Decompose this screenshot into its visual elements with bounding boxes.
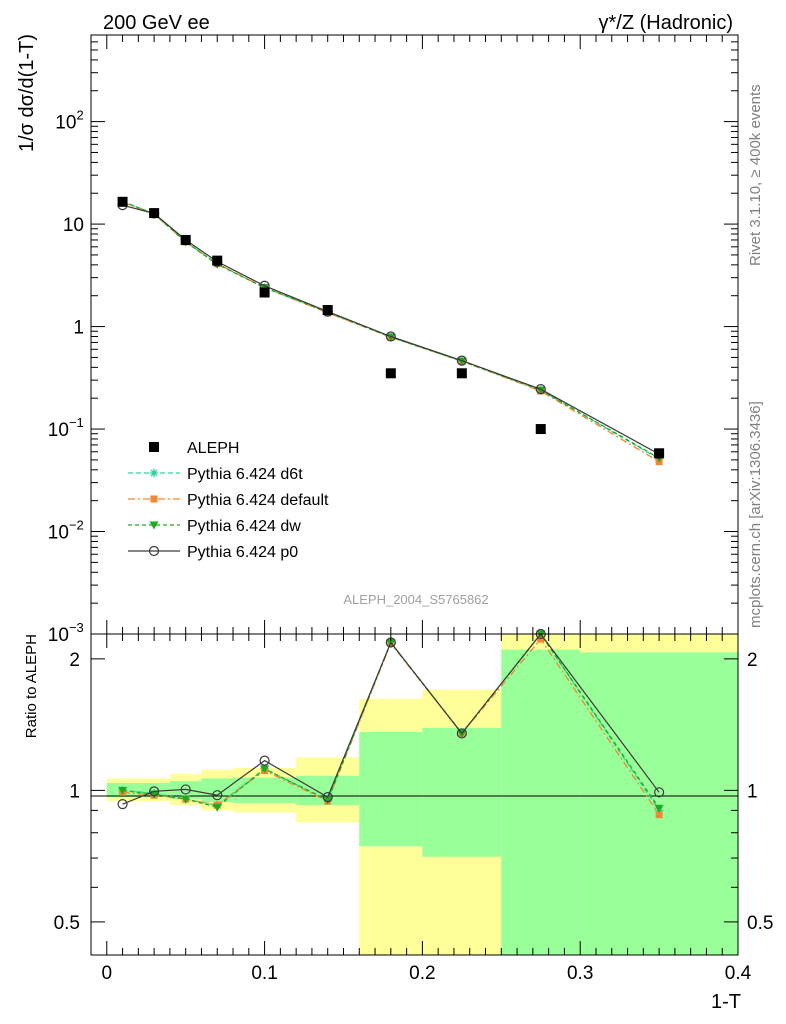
main-line-d6t <box>122 200 660 460</box>
legend-marker <box>149 521 159 530</box>
main-y-tick-label: 10 <box>63 215 84 236</box>
main-series-d6t <box>118 197 664 464</box>
aleph-data-point <box>385 368 396 379</box>
main-line-dw <box>122 200 660 459</box>
aleph-data-point <box>259 287 270 298</box>
main-point-p0 <box>456 355 467 366</box>
ratio-point-dw <box>654 804 664 813</box>
x-tick-label: 0.3 <box>567 963 593 984</box>
main-point-p0 <box>535 384 546 395</box>
main-y-tick-label: 10−3 <box>48 620 84 646</box>
x-tick-label: 0 <box>101 963 112 984</box>
ratio-y-tick-label: 0.5 <box>54 913 80 934</box>
ratio-point-p0 <box>117 799 128 810</box>
ratio-point-p0 <box>212 790 223 801</box>
main-y-tick-label: 102 <box>55 108 83 134</box>
ratio-y-tick-label-right: 1 <box>747 781 758 802</box>
main-series-layer <box>117 197 665 466</box>
legend-marker <box>150 495 158 503</box>
ratio-band-inner <box>422 727 502 857</box>
mcplots-reference-note: mcplots.cern.ch [arXiv:1306.3436] <box>747 401 764 628</box>
ratio-band-inner <box>359 732 423 847</box>
ratio-band-inner <box>501 649 581 955</box>
legend-label: Pythia 6.424 default <box>187 492 329 509</box>
ratio-point-dw <box>118 786 128 795</box>
ratio-point-p0 <box>259 755 270 766</box>
main-y-tick-label: 1 <box>73 318 84 339</box>
main-line-default <box>122 201 660 463</box>
ratio-point-p0 <box>653 787 665 798</box>
aleph-data-point <box>456 368 467 379</box>
aleph-data-point <box>180 234 191 245</box>
ratio-point-p0 <box>456 728 467 739</box>
legend-label: Pythia 6.424 p0 <box>187 544 298 561</box>
header-process-label: γ*/Z (Hadronic) <box>599 12 733 34</box>
ratio-point-p0 <box>180 784 191 795</box>
legend-label: Pythia 6.424 d6t <box>187 466 303 483</box>
aleph-data-point <box>535 424 546 435</box>
aleph-data-point <box>149 208 160 219</box>
main-series-dw <box>118 198 664 463</box>
main-series-p0 <box>117 200 665 460</box>
legend: ALEPH Pythia 6.424 d6t Pythia 6.424 defaul… <box>128 440 329 561</box>
ratio-point-dw <box>181 795 191 804</box>
legend-entry: Pythia 6.424 dw <box>128 518 301 535</box>
rivet-version-note: Rivet 3.1.10, ≥ 400k events <box>747 84 764 266</box>
ratio-y-axis-label: Ratio to ALEPH <box>23 634 40 738</box>
ratio-line-p0 <box>122 633 660 805</box>
legend-label: ALEPH <box>187 440 239 457</box>
main-y-tick-label: 10−2 <box>48 518 84 544</box>
ratio-series-layer <box>117 628 665 819</box>
ratio-frame <box>90 633 739 956</box>
main-y-tick-label: 10−1 <box>48 415 84 441</box>
main-line-p0 <box>122 204 660 455</box>
legend-label: Pythia 6.424 dw <box>187 518 301 535</box>
aleph-data-point <box>322 305 333 316</box>
ratio-series-p0 <box>117 628 665 810</box>
legend-entry: ALEPH <box>149 440 239 457</box>
aleph-data-point <box>117 196 128 207</box>
aleph-data-layer <box>117 196 665 459</box>
legend-marker <box>149 442 159 452</box>
ratio-line-default <box>122 638 660 815</box>
aleph-data-point <box>654 448 665 459</box>
ratio-point-p0 <box>149 786 160 797</box>
legend-marker <box>149 468 159 478</box>
ratio-band-inner <box>169 781 202 800</box>
analysis-label: ALEPH_2004_S5765862 <box>343 592 488 607</box>
aleph-data-point <box>212 255 223 266</box>
x-tick-label: 0.1 <box>251 963 277 984</box>
legend-entry: Pythia 6.424 p0 <box>128 544 298 561</box>
legend-marker <box>148 545 160 557</box>
x-tick-label: 0.4 <box>725 963 752 984</box>
ratio-y-tick-label: 1 <box>69 781 80 802</box>
legend-entry: Pythia 6.424 d6t <box>128 466 303 483</box>
header-energy-label: 200 GeV ee <box>103 12 210 34</box>
ratio-band-inner <box>580 652 738 955</box>
ratio-y-tick-label: 2 <box>69 650 80 671</box>
ratio-point-dw <box>260 765 270 774</box>
ratio-band-inner <box>233 777 297 804</box>
x-tick-label: 0.2 <box>409 963 435 984</box>
x-axis-label: 1-T <box>711 991 741 1013</box>
ratio-axes: 0.5 0.5 1 1 2 2 0 0.1 0.2 0.3 0.4 <box>54 634 773 984</box>
main-panel: ALEPH_2004_S5765862 ALEPH Pythia 6.424 d6… <box>16 34 739 646</box>
main-y-axis-label: 1/σ dσ/d(1-T) <box>16 34 38 152</box>
ratio-point-p0 <box>322 792 333 803</box>
ratio-y-tick-label-right: 2 <box>747 650 758 671</box>
ratio-y-tick-label-right: 0.5 <box>747 913 773 934</box>
ratio-point-dw <box>323 796 333 805</box>
ratio-point-default <box>655 811 663 819</box>
legend-entry: Pythia 6.424 default <box>128 492 329 509</box>
ratio-panel: 0.5 0.5 1 1 2 2 0 0.1 0.2 0.3 0.4 Ratio to ALEPH 1… <box>23 628 773 1013</box>
ratio-point-dw <box>212 803 222 812</box>
main-point-p0 <box>385 331 396 342</box>
